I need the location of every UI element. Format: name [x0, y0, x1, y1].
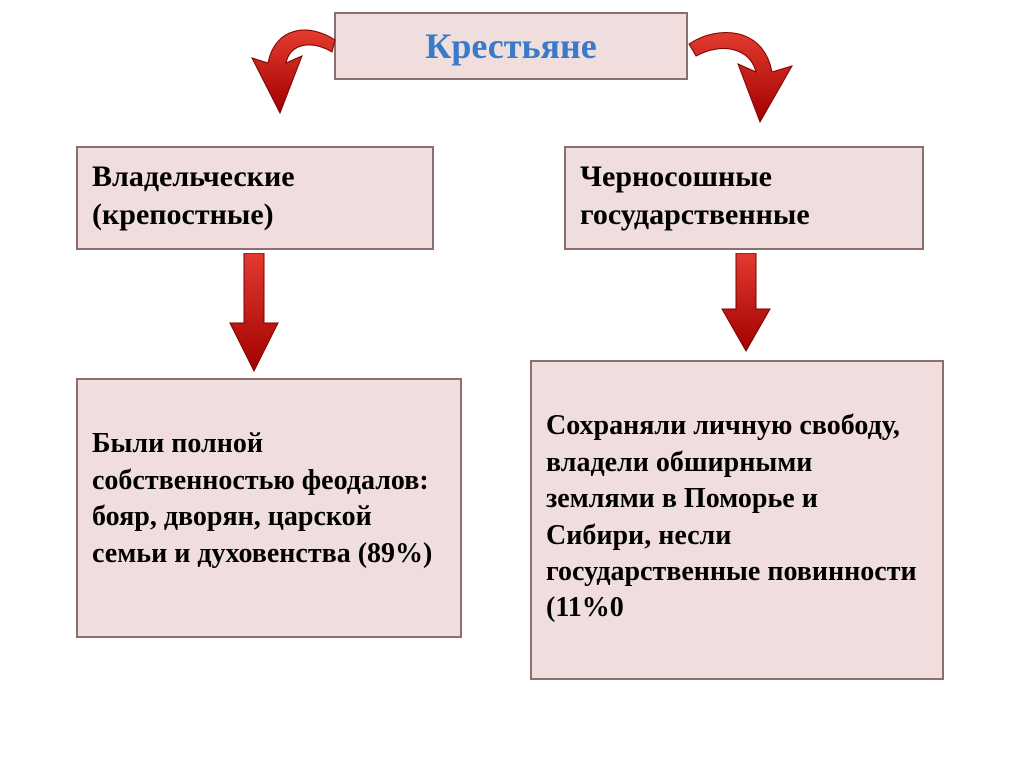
straight-arrow-right-icon	[720, 253, 772, 353]
curved-arrow-right-icon	[674, 22, 804, 142]
right-heading-box: Черносошные государственные	[564, 146, 924, 250]
curved-arrow-left-icon	[240, 18, 350, 138]
title-text: Крестьяне	[425, 25, 596, 67]
left-detail-text: Были полной собственностью феодалов: боя…	[92, 428, 432, 568]
straight-arrow-left-icon	[228, 253, 280, 373]
title-box: Крестьяне	[334, 12, 688, 80]
right-detail-box: Сохраняли личную свободу, владели обширн…	[530, 360, 944, 680]
left-heading-box: Владельческие (крепостные)	[76, 146, 434, 250]
right-detail-text: Сохраняли личную свободу, владели обширн…	[546, 410, 917, 623]
left-heading-text: Владельческие (крепостные)	[92, 160, 295, 231]
right-heading-text: Черносошные государственные	[580, 160, 810, 231]
left-detail-box: Были полной собственностью феодалов: боя…	[76, 378, 462, 638]
